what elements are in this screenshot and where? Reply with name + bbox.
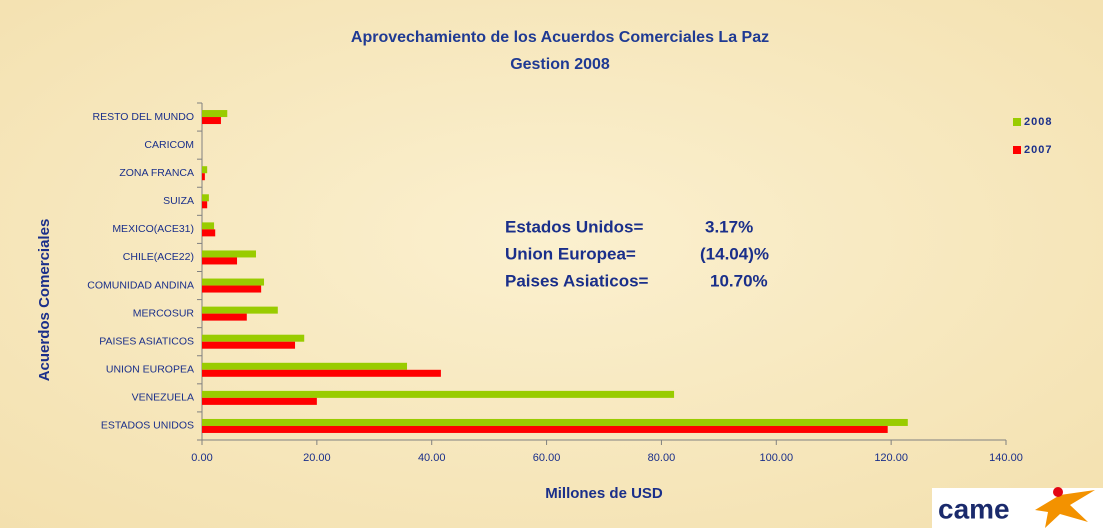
y-tick-label: SUIZA xyxy=(163,195,194,207)
annotation-value: 10.70% xyxy=(710,271,768,290)
legend-label: 2007 xyxy=(1024,144,1052,156)
annotation-label: Union Europea= xyxy=(505,244,636,263)
bar xyxy=(202,334,305,342)
y-tick-label: UNION EUROPEA xyxy=(106,364,194,376)
bar xyxy=(202,201,208,209)
legend-swatch xyxy=(1013,146,1021,154)
annotation-label: Paises Asiaticos= xyxy=(505,271,649,290)
x-tick-label: 80.00 xyxy=(648,452,676,464)
y-tick-label: VENEZUELA xyxy=(132,392,194,404)
x-tick-label: 20.00 xyxy=(303,452,331,464)
bar xyxy=(202,117,221,125)
x-tick-label: 140.00 xyxy=(989,452,1023,464)
logo-dot xyxy=(1053,487,1063,497)
bar xyxy=(202,390,675,398)
bar xyxy=(202,313,247,321)
bar xyxy=(202,110,228,118)
y-tick-label: COMUNIDAD ANDINA xyxy=(87,279,194,291)
y-tick-label: CHILE(ACE22) xyxy=(123,251,194,263)
y-tick-label: MERCOSUR xyxy=(133,307,195,319)
bar xyxy=(202,397,317,405)
bar xyxy=(202,257,238,265)
y-tick-label: ESTADOS UNIDOS xyxy=(101,420,194,432)
bar xyxy=(202,166,208,174)
y-tick-label: MEXICO(ACE31) xyxy=(112,223,194,235)
bar xyxy=(202,369,441,377)
logo-text: came xyxy=(938,493,1010,524)
legend-label: 2008 xyxy=(1024,116,1052,128)
x-tick-label: 40.00 xyxy=(418,452,446,464)
bar xyxy=(202,306,278,314)
x-axis-title: Millones de USD xyxy=(545,485,663,502)
bar xyxy=(202,425,888,433)
x-tick-label: 60.00 xyxy=(533,452,561,464)
bar xyxy=(202,194,209,202)
x-tick-label: 100.00 xyxy=(759,452,793,464)
bar xyxy=(202,222,215,230)
chart-subtitle: Gestion 2008 xyxy=(510,56,610,73)
y-tick-label: RESTO DEL MUNDO xyxy=(92,111,194,123)
y-tick-label: ZONA FRANCA xyxy=(119,167,194,179)
bar xyxy=(202,173,205,181)
bar xyxy=(202,229,216,237)
legend-swatch xyxy=(1013,118,1021,126)
bar xyxy=(202,278,265,286)
y-tick-label: CARICOM xyxy=(144,139,194,151)
chart-title: Aprovechamiento de los Acuerdos Comercia… xyxy=(351,29,769,46)
y-axis-title: Acuerdos Comerciales xyxy=(36,219,53,382)
bar xyxy=(202,418,908,426)
bar xyxy=(202,362,408,370)
logo-star xyxy=(1035,490,1095,528)
y-tick-label: PAISES ASIATICOS xyxy=(99,335,194,347)
logo: came xyxy=(932,487,1103,528)
annotation-value: 3.17% xyxy=(705,217,753,236)
bar xyxy=(202,285,262,293)
annotation-label: Estados Unidos= xyxy=(505,217,643,236)
x-tick-label: 120.00 xyxy=(874,452,908,464)
bar xyxy=(202,341,296,349)
bar xyxy=(202,250,256,258)
x-tick-label: 0.00 xyxy=(191,452,212,464)
annotation-value: (14.04)% xyxy=(700,244,769,263)
